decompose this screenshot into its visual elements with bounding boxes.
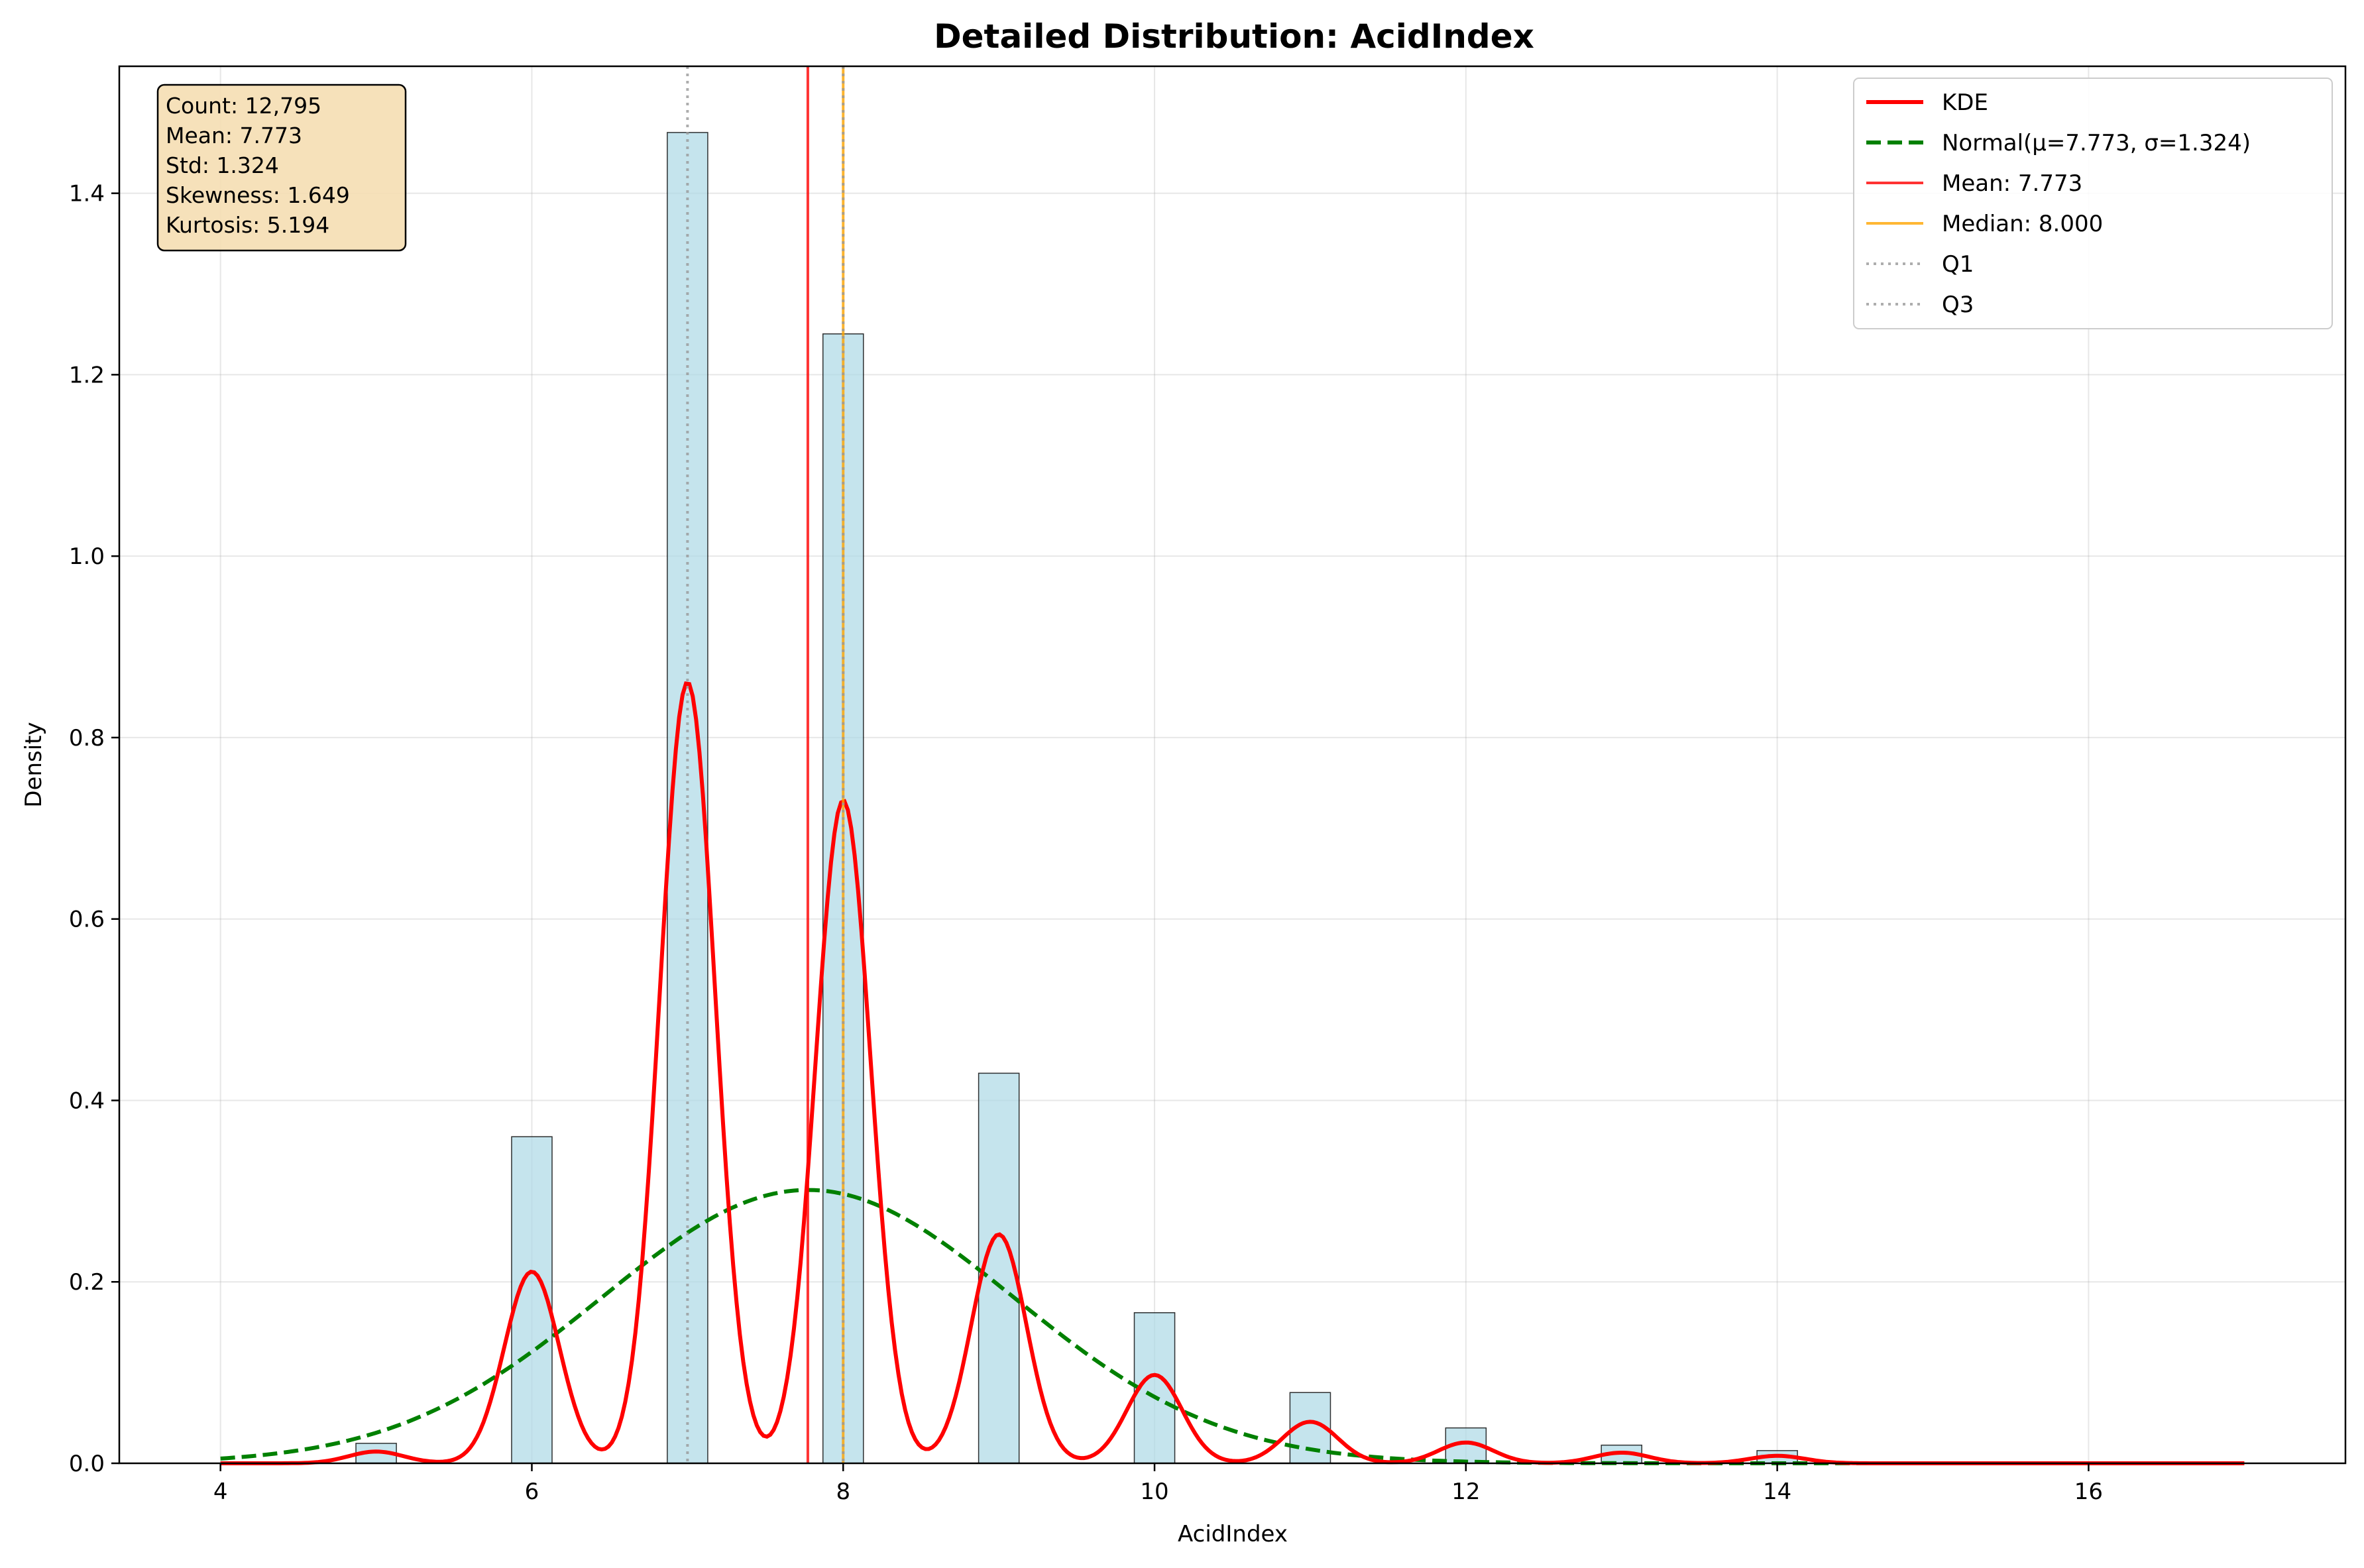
- legend-label-median: Median: 8.000: [1942, 211, 2103, 237]
- stats-skewness: Skewness: 1.649: [166, 182, 350, 208]
- y-tick-label: 0.6: [69, 907, 105, 933]
- legend: KDE Normal(μ=7.773, σ=1.324) Mean: 7.773…: [1853, 78, 2333, 329]
- legend-frame: [1853, 78, 2333, 329]
- chart-title: Detailed Distribution: AcidIndex: [934, 17, 1534, 56]
- plot-area: 4 6 8 10 12 14 16 0.0 0.2 0.4 0.6 0.8 1.0 1.2 1.4: [69, 65, 2347, 1505]
- x-axis-label: AcidIndex: [1178, 1521, 1288, 1547]
- y-tick-label: 1.0: [69, 543, 105, 570]
- legend-label-q3: Q3: [1942, 292, 1974, 318]
- y-tick-label: 1.2: [69, 362, 105, 388]
- reference-lines: [686, 66, 845, 1463]
- stats-mean: Mean: 7.773: [166, 123, 302, 148]
- x-tick-label: 14: [1763, 1479, 1791, 1505]
- stats-kurtosis: Kurtosis: 5.194: [166, 212, 329, 238]
- y-tick-label: 0.8: [69, 725, 105, 752]
- y-tick-label: 0.2: [69, 1269, 105, 1296]
- legend-label-normal: Normal(μ=7.773, σ=1.324): [1942, 130, 2251, 156]
- x-tick-label: 6: [525, 1479, 539, 1505]
- y-tick-label: 0.0: [69, 1451, 105, 1477]
- x-axis-ticks: 4 6 8 10 12 14 16: [213, 1463, 2103, 1505]
- x-tick-label: 10: [1140, 1479, 1168, 1505]
- y-axis-ticks: 0.0 0.2 0.4 0.6 0.8 1.0 1.2 1.4: [69, 181, 119, 1477]
- stats-std: Std: 1.324: [166, 152, 279, 178]
- y-tick-label: 1.4: [69, 181, 105, 207]
- x-tick-label: 4: [213, 1479, 228, 1505]
- y-axis-label: Density: [21, 722, 47, 807]
- plot-frame: [118, 65, 2347, 1465]
- x-tick-label: 8: [836, 1479, 850, 1505]
- stats-box: Count: 12,795 Mean: 7.773 Std: 1.324 Ske…: [156, 84, 407, 252]
- legend-label-mean: Mean: 7.773: [1942, 170, 2082, 197]
- histogram-bar: [978, 1072, 1020, 1464]
- legend-label-q1: Q1: [1942, 251, 1974, 278]
- x-tick-label: 12: [1451, 1479, 1480, 1505]
- stats-count: Count: 12,795: [166, 93, 321, 119]
- legend-label-kde: KDE: [1942, 89, 1988, 116]
- y-tick-label: 0.4: [69, 1088, 105, 1114]
- x-tick-label: 16: [2074, 1479, 2103, 1505]
- stats-box-background: [156, 84, 407, 252]
